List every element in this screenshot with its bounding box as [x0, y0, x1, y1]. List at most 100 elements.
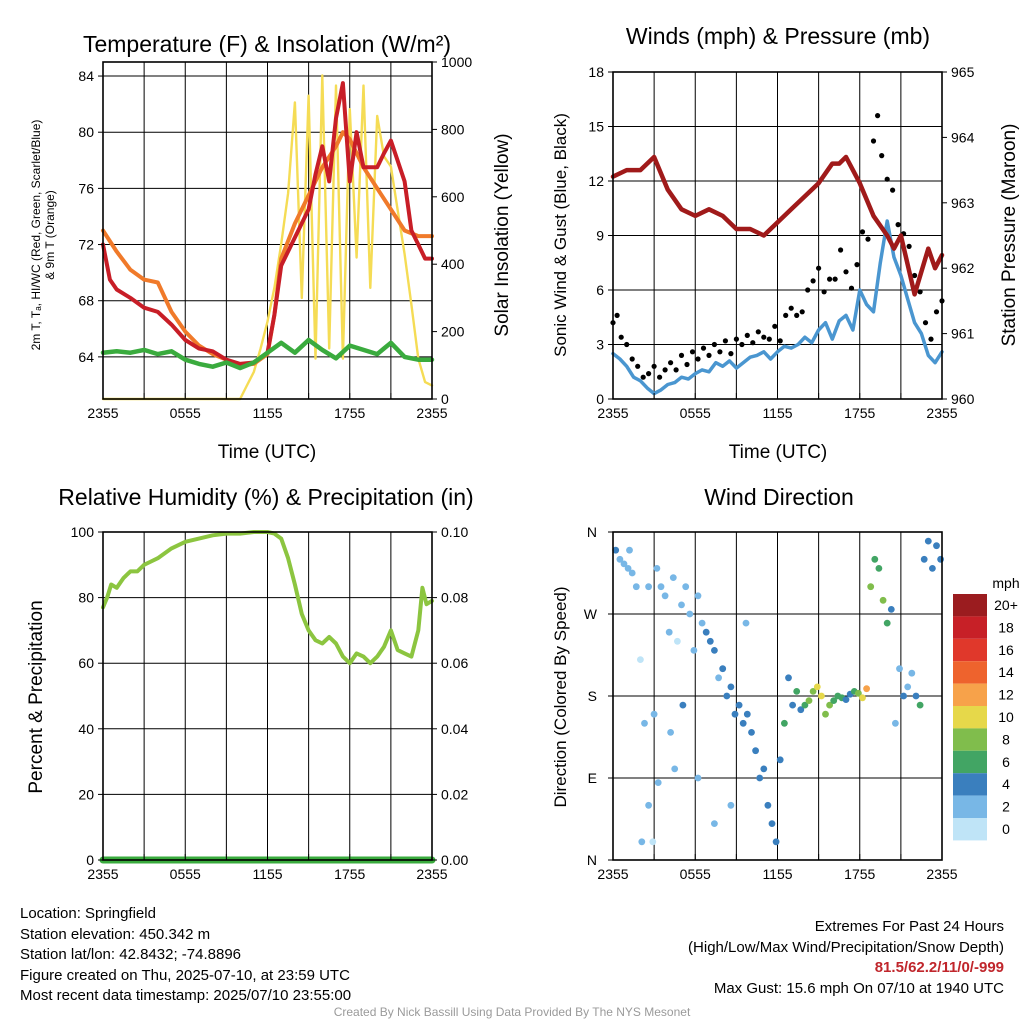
- colorbar-swatch: [953, 683, 987, 706]
- winds-x-tick-label: 2355: [597, 405, 628, 421]
- winds-right-y-tick-label: 962: [951, 260, 975, 276]
- winds-x-tick-label: 1755: [844, 405, 875, 421]
- wind-direction-point: [797, 706, 805, 714]
- wind-direction-point: [679, 701, 687, 709]
- wind-direction-point: [937, 555, 944, 563]
- temperature-left-y-tick-label: 72: [78, 237, 94, 253]
- temperature-ticks: 64 68 72 76 80 84 0 200 400 600 800 1000 2355 0555 115…: [78, 54, 472, 421]
- wind-direction-point: [706, 637, 714, 645]
- wind-gust-point: [848, 285, 855, 291]
- wind-direction-point: [896, 665, 903, 673]
- wind-direction-point: [760, 765, 768, 773]
- colorbar-label: 20+: [994, 597, 1018, 613]
- temperature-x-tick-label: 2355: [87, 405, 118, 421]
- humidity-x-tick-label: 1755: [334, 866, 365, 882]
- winds-right-y-tick-label: 963: [951, 195, 975, 211]
- wind-gust-point: [684, 361, 690, 368]
- winds-xlabel: Time (UTC): [729, 442, 828, 463]
- temperature-right-y-tick-label: 400: [441, 256, 465, 272]
- temperature-x-tick-label: 1755: [334, 405, 365, 421]
- wind-gust-point: [673, 367, 679, 373]
- direction-x-tick-label: 0555: [680, 866, 711, 882]
- wind-gust-point: [640, 374, 646, 380]
- temperature-left-y-tick-label: 76: [78, 180, 94, 196]
- wind-gust-point: [711, 341, 718, 348]
- wind-direction-point: [654, 779, 662, 786]
- wind-gust-point: [695, 356, 701, 362]
- humidity-x-tick-label: 0555: [170, 866, 201, 882]
- winds-left-y-tick-label: 9: [596, 228, 604, 244]
- dewpoint-line: [100, 337, 435, 371]
- wind-gust-point: [755, 329, 761, 335]
- humidity-left-y-tick-label: 80: [78, 590, 94, 606]
- wind-gust-point: [700, 345, 707, 351]
- temperature-right-y-tick-label: 0: [441, 391, 449, 407]
- winds-left-y-tick-label: 15: [588, 119, 604, 135]
- wind-direction-point: [645, 801, 652, 809]
- wind-gust-point: [816, 265, 822, 271]
- wind-direction-point: [616, 555, 624, 563]
- wind-gust-point: [722, 338, 729, 344]
- humidity-x-tick-label: 2355: [416, 866, 447, 882]
- wind-direction-point: [789, 701, 796, 709]
- wind-gust-point: [635, 363, 641, 369]
- extremes-info: Extremes For Past 24 Hours (High/Low/Max…: [688, 917, 1004, 999]
- wind-gust-point: [733, 336, 740, 342]
- wind-gust-point: [706, 352, 712, 358]
- colorbar-label: 14: [998, 664, 1014, 680]
- wind-direction-point: [628, 569, 636, 577]
- temperature-2m-line: [101, 81, 434, 366]
- credit-line: Created By Nick Bassill Using Data Provi…: [333, 1005, 691, 1019]
- temperature-title: Temperature (F) & Insolation (W/m²): [83, 31, 451, 57]
- humidity-right-y-tick-label: 0.08: [441, 590, 468, 606]
- wind-direction-point: [645, 583, 652, 591]
- wind-gust-point: [879, 153, 885, 159]
- humidity-x-tick-label: 1155: [252, 866, 282, 882]
- wind-gust-point: [739, 341, 745, 348]
- wind-direction-point: [638, 838, 646, 846]
- wind-gust-point: [838, 247, 844, 253]
- winds-left-y-tick-label: 12: [588, 173, 604, 189]
- solar-insolation-line: [101, 74, 434, 401]
- wind-direction-point: [908, 669, 916, 677]
- direction-x-tick-label: 1155: [762, 866, 792, 882]
- wind-direction-point: [739, 719, 747, 727]
- wind-direction-point: [842, 696, 850, 703]
- wind-gust-point: [761, 334, 767, 340]
- colorbar-label: 12: [998, 687, 1014, 703]
- winds-panel: Winds (mph) & Pressure (mb) 0 3 6 9 12 15 18 96…: [551, 23, 1020, 463]
- humidity-left-y-tick-label: 60: [78, 655, 94, 671]
- colorbar-label: 8: [1002, 731, 1010, 747]
- direction-x-tick-label: 2355: [597, 866, 628, 882]
- colorbar-label: 2: [1002, 799, 1010, 815]
- wind-direction-point: [674, 637, 681, 645]
- wind-gust-point: [884, 176, 890, 182]
- wind-direction-point: [916, 701, 924, 709]
- wind-gust-point: [629, 356, 635, 362]
- temperature-left-y-tick-label: 64: [78, 349, 94, 365]
- wind-gust-point: [624, 341, 630, 348]
- wind-direction-point: [694, 774, 702, 782]
- wind-direction-point: [671, 765, 679, 773]
- colorbar-swatch: [953, 706, 987, 729]
- wind-direction-point: [883, 619, 891, 627]
- direction-title: Wind Direction: [704, 484, 854, 510]
- wind-direction-point: [657, 583, 665, 591]
- humidity-grid: [103, 531, 432, 861]
- wind-gust-point: [906, 243, 912, 249]
- speed-colorbar: 20+ 18 16 14 12 10 8 6 4 2 0: [953, 594, 1018, 841]
- wind-gust-point: [614, 312, 620, 318]
- humidity-left-y-tick-label: 0: [86, 852, 94, 868]
- colorbar-title: mph: [992, 575, 1019, 591]
- colorbar-swatch: [953, 795, 987, 818]
- humidity-ticks: 0 20 40 60 80 100 0.00 0.02 0.04 0.06 0.08 0.10 2355…: [71, 524, 469, 882]
- wind-direction-point: [649, 838, 657, 846]
- wind-direction-point: [711, 647, 718, 654]
- wind-direction-point: [801, 701, 809, 709]
- colorbar-label: 16: [998, 642, 1014, 658]
- winds-left-y-tick-label: 18: [588, 64, 604, 80]
- wind-direction-point: [805, 697, 813, 704]
- station-elevation: Station elevation: 450.342 m: [20, 925, 211, 943]
